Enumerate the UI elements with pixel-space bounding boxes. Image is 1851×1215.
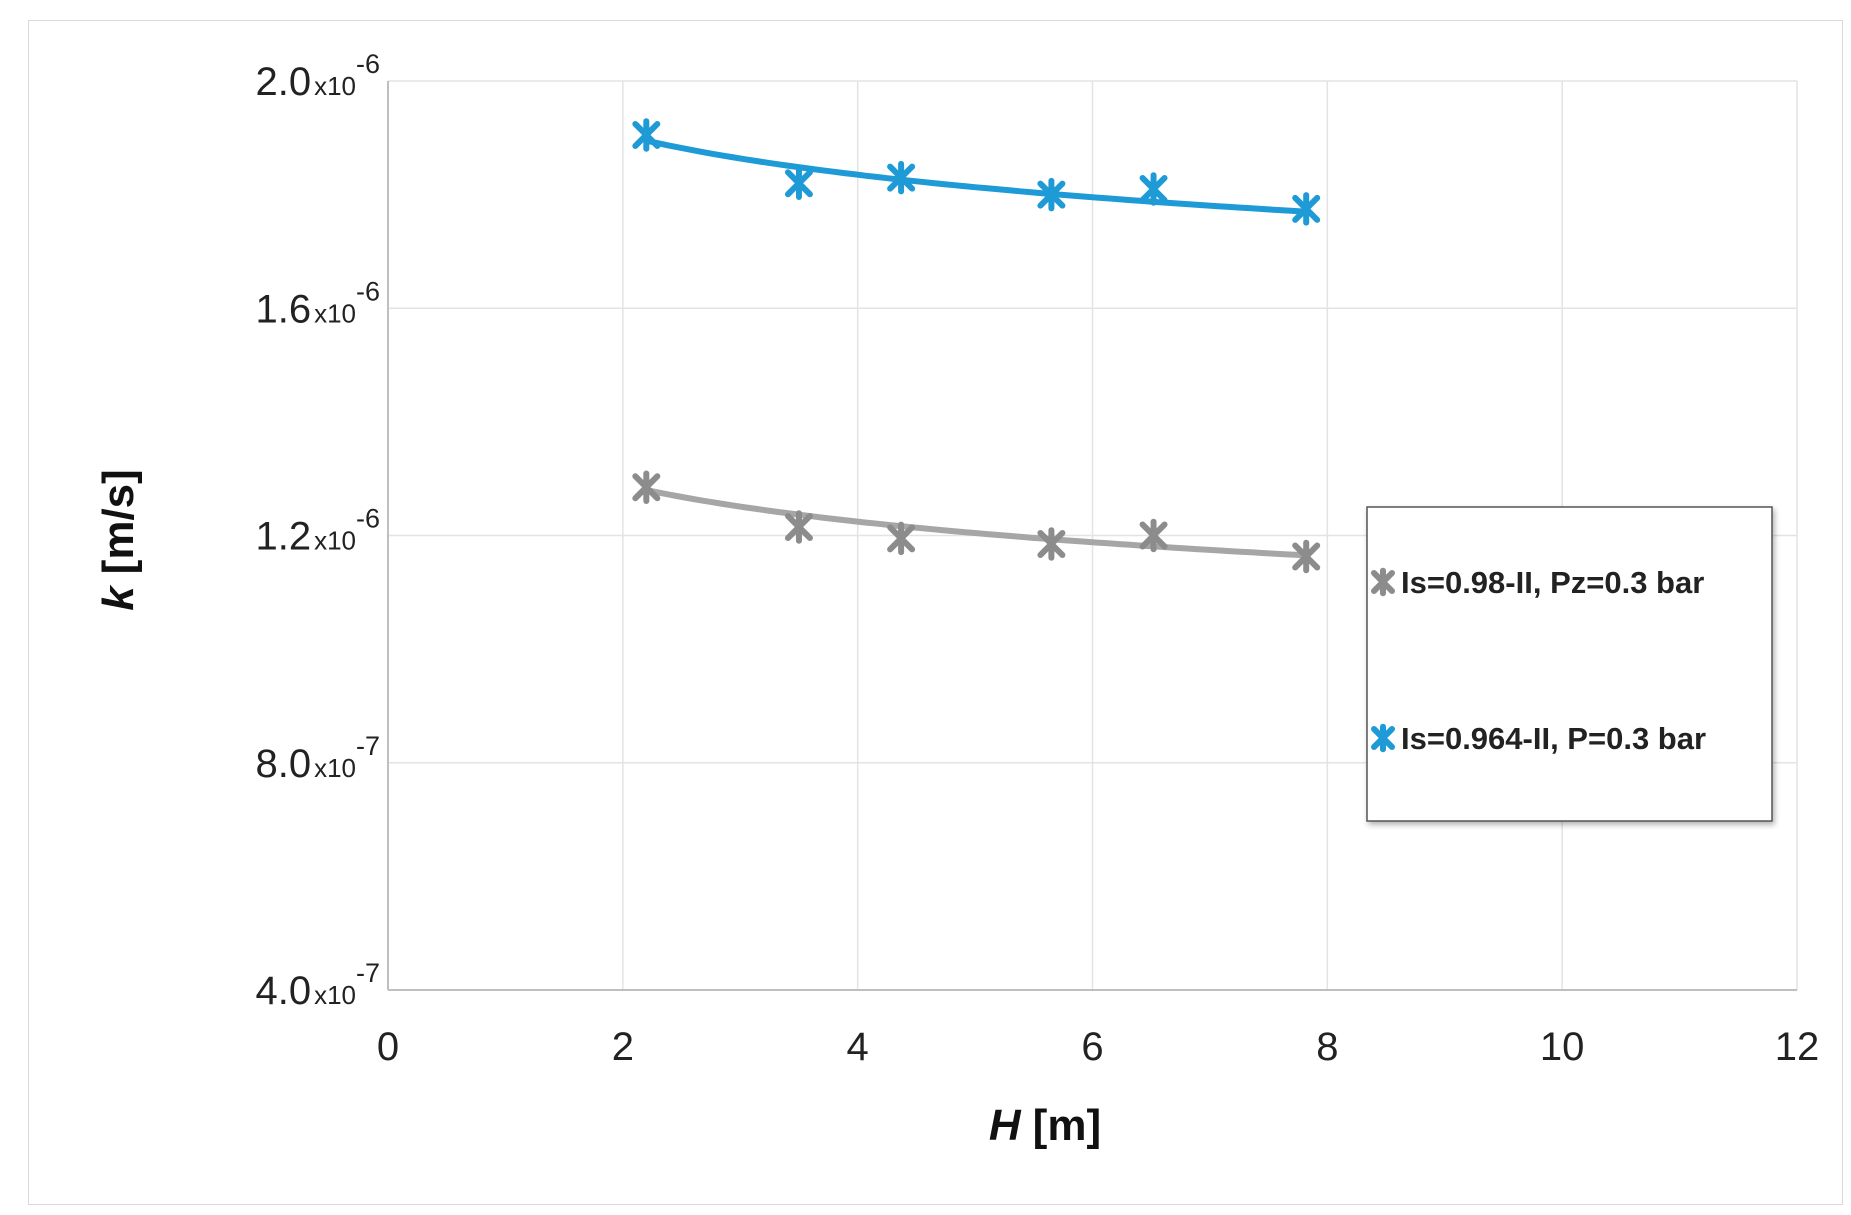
y-tick-exponent: -6 (356, 276, 380, 306)
legend-entry-2: Is=0.964-II, P=0.3 bar (1371, 721, 1706, 756)
legend: Is=0.98-II, Pz=0.3 bar Is=0.964-II, P=0.3… (1366, 506, 1773, 822)
legend-box (1366, 506, 1773, 822)
x-axis-title-symbol: H (989, 1101, 1022, 1150)
y-axis-title-symbol: k (94, 584, 143, 611)
y-tick-mantissa: 2.0 (255, 60, 311, 104)
x-tick-label: 2 (612, 1025, 634, 1069)
y-tick-label: 1.6 x10-6 (255, 276, 380, 331)
y-tick-mantissa: 1.6 (255, 287, 311, 331)
y-tick-exponent: -6 (356, 49, 380, 79)
trend-line-series-1 (643, 487, 1310, 559)
x-tick-label: 4 (847, 1025, 869, 1069)
y-tick-exponent: -6 (356, 504, 380, 534)
y-tick-times: x10 (314, 71, 356, 101)
legend-marker-icon (1371, 567, 1395, 597)
x-tick-label: 6 (1081, 1025, 1103, 1069)
y-tick-times: x10 (314, 298, 356, 328)
x-axis-title: H [m] (989, 1101, 1101, 1150)
x-tick-label: 10 (1540, 1025, 1585, 1069)
y-tick-label: 2.0 x10-6 (255, 49, 380, 104)
y-tick-times: x10 (314, 753, 356, 783)
y-axis-title-unit: [m/s] (94, 469, 143, 574)
x-tick-label: 0 (377, 1025, 399, 1069)
data-point-series-1 (1292, 539, 1321, 574)
trend-line-series-2 (643, 137, 1310, 215)
data-point-series-1 (887, 521, 916, 556)
y-tick-label: 8.0 x10-7 (255, 731, 380, 786)
x-axis-title-unit: [m] (1033, 1101, 1101, 1150)
y-tick-labels: 4.0 x10-78.0 x10-71.2 x10-61.6 x10-62.0 x10-6 (255, 49, 380, 1013)
y-tick-label: 4.0 x10-7 (255, 958, 380, 1013)
data-point-series-1 (784, 510, 813, 544)
y-tick-times: x10 (314, 526, 356, 556)
data-point-series-2 (632, 118, 661, 152)
y-tick-mantissa: 8.0 (255, 742, 311, 786)
data-point-series-2 (1292, 192, 1321, 226)
axes (387, 81, 1797, 991)
y-tick-exponent: -7 (356, 958, 380, 988)
y-tick-times: x10 (314, 980, 356, 1010)
legend-label: Is=0.98-II, Pz=0.3 bar (1401, 565, 1704, 600)
y-tick-mantissa: 1.2 (255, 515, 311, 559)
legend-entry-1: Is=0.98-II, Pz=0.3 bar (1371, 565, 1704, 600)
trend-lines (643, 137, 1310, 559)
y-tick-label: 1.2 x10-6 (255, 504, 380, 559)
legend-marker-icon (1371, 723, 1395, 753)
data-points (632, 118, 1321, 574)
x-tick-label: 12 (1775, 1025, 1820, 1069)
y-tick-mantissa: 4.0 (255, 969, 311, 1013)
data-point-series-1 (1139, 518, 1168, 553)
x-tick-labels: 0 2 4 6 8 10 12 (377, 1025, 1819, 1069)
data-point-series-2 (1037, 177, 1066, 212)
data-point-series-2 (1139, 172, 1168, 206)
data-point-series-1 (632, 470, 661, 504)
data-point-series-1 (1037, 527, 1066, 561)
data-point-series-2 (784, 166, 813, 201)
legend-label: Is=0.964-II, P=0.3 bar (1401, 721, 1706, 756)
x-tick-label: 8 (1316, 1025, 1338, 1069)
y-tick-exponent: -7 (356, 731, 380, 761)
data-point-series-2 (887, 160, 916, 195)
legend-entries: Is=0.98-II, Pz=0.3 bar Is=0.964-II, P=0.3… (1371, 565, 1706, 756)
y-axis-title: k [m/s] (94, 469, 143, 611)
